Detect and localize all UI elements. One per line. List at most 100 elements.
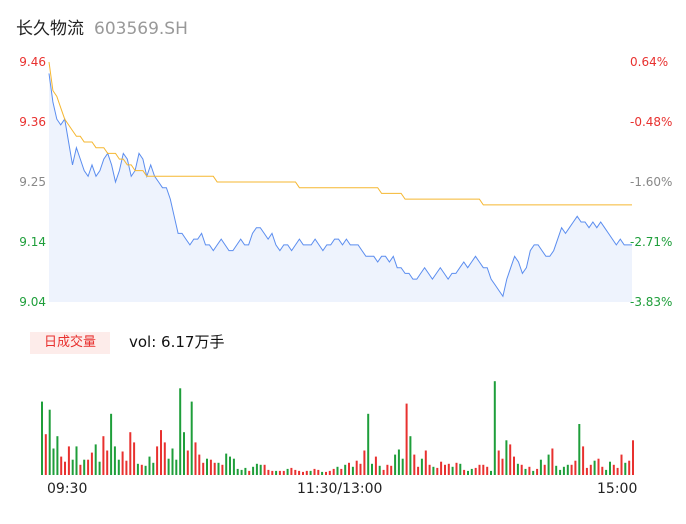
volume-bar	[294, 469, 297, 475]
volume-bar	[87, 459, 90, 475]
volume-bar	[52, 448, 55, 475]
volume-bar	[340, 468, 343, 475]
volume-bar	[98, 461, 101, 475]
volume-bar	[121, 451, 124, 475]
volume-bar	[140, 464, 143, 475]
volume-bar	[183, 432, 185, 475]
volume-bar	[186, 450, 189, 475]
volume-bar	[194, 442, 197, 475]
volume-bar	[282, 470, 285, 475]
volume-bar	[179, 388, 182, 475]
volume-bar	[467, 470, 469, 475]
volume-bar	[67, 446, 70, 475]
chart-title: 长久物流 603569.SH	[16, 14, 188, 39]
volume-bar	[593, 460, 596, 475]
volume-bar	[79, 464, 82, 475]
volume-bar	[478, 464, 481, 475]
volume-bar	[133, 442, 136, 475]
volume-bar	[509, 444, 512, 475]
volume-bar	[543, 464, 546, 475]
volume-bar	[447, 463, 450, 475]
volume-bars	[41, 381, 634, 475]
volume-bar	[259, 464, 262, 475]
volume-bar	[328, 470, 331, 475]
volume-bar	[513, 456, 515, 475]
volume-bar	[41, 401, 43, 475]
volume-bar	[56, 436, 59, 475]
volume-bar	[332, 468, 335, 475]
percent-tick-label: -2.71%	[630, 235, 672, 249]
volume-bar	[206, 458, 208, 475]
volume-bar	[317, 469, 320, 475]
volume-bar	[171, 448, 174, 475]
price-tick-label: 9.14	[19, 235, 46, 249]
price-area	[48, 61, 632, 303]
volume-bar	[209, 459, 212, 475]
volume-bar	[374, 456, 377, 475]
x-tick-label: 09:30	[47, 481, 88, 497]
volume-bar	[451, 466, 454, 475]
volume-bar	[559, 469, 562, 475]
volume-total: vol: 6.17万手	[129, 333, 225, 351]
percent-tick-label: -0.48%	[630, 115, 672, 129]
volume-bar	[578, 424, 581, 475]
volume-bar	[236, 468, 239, 475]
volume-bar	[628, 460, 631, 475]
volume-bar	[44, 434, 47, 475]
volume-bar	[409, 436, 412, 475]
volume-bar	[232, 458, 235, 475]
volume-bar	[405, 403, 408, 475]
volume-bar	[305, 470, 308, 475]
volume-bar	[359, 463, 362, 475]
volume-bar	[620, 454, 623, 475]
volume-bar	[394, 454, 397, 475]
volume-bar	[497, 450, 500, 475]
volume-bar	[382, 469, 385, 475]
volume-bar	[555, 465, 558, 475]
price-axis: 9.46 9.36 9.25 9.14 9.04	[19, 55, 46, 309]
volume-bar	[152, 462, 155, 475]
volume-bar	[278, 470, 281, 475]
volume-bar	[136, 463, 139, 475]
volume-bar	[432, 466, 435, 475]
volume-bar	[505, 440, 508, 475]
volume-bar	[547, 454, 550, 475]
volume-bar	[363, 450, 366, 475]
volume-bar	[313, 468, 316, 475]
average-price-line	[48, 61, 632, 206]
volume-bar	[229, 456, 231, 475]
price-line	[48, 73, 632, 298]
volume-bar	[474, 467, 477, 475]
volume-bar	[144, 465, 147, 475]
volume-bar	[286, 468, 289, 475]
price-tick-label: 9.36	[19, 115, 46, 129]
volume-bar	[528, 466, 531, 475]
volume-bar	[336, 466, 339, 475]
volume-bar	[605, 469, 608, 475]
stock-code: 603569.SH	[94, 19, 188, 39]
volume-bar	[536, 468, 539, 475]
x-tick-label: 15:00	[597, 481, 638, 497]
volume-bar	[175, 459, 178, 475]
volume-bar	[566, 464, 569, 475]
volume-bar	[470, 468, 473, 475]
volume-bar	[493, 381, 496, 475]
price-tick-label: 9.04	[19, 295, 46, 309]
volume-bar	[397, 449, 400, 475]
volume-bar	[597, 458, 600, 475]
percent-axis: 0.64% -0.48% -1.60% -2.71% -3.83%	[630, 55, 672, 309]
volume-bar	[378, 465, 381, 475]
volume-bar	[244, 467, 247, 475]
volume-bar	[263, 464, 266, 475]
volume-bar	[424, 450, 427, 475]
volume-bar	[60, 456, 63, 475]
volume-bar	[413, 454, 416, 475]
volume-bar	[160, 430, 162, 475]
volume-bar	[129, 432, 132, 475]
volume-bar	[125, 460, 128, 475]
volume-bar	[217, 462, 220, 475]
volume-bar	[570, 464, 573, 475]
volume-bar	[344, 464, 347, 475]
volume-bar	[240, 469, 243, 475]
volume-bar	[420, 458, 423, 475]
